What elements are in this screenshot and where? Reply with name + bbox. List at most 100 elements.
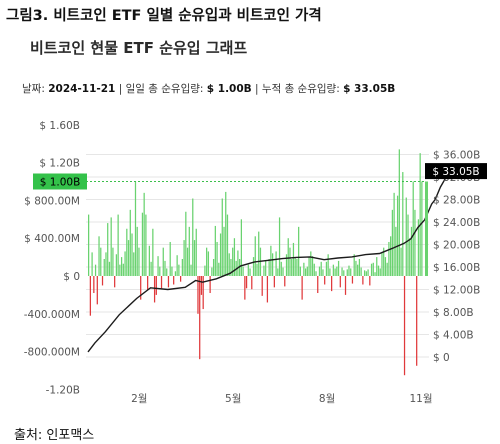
inflow-bar (409, 238, 411, 276)
inflow-bar (334, 268, 336, 276)
left-axis-ticks: $ 1.60B $ 1.20B $ 800.00M $ 400.00M $ 0 -400.… (24, 120, 80, 397)
inflow-bar (162, 247, 164, 276)
inflow-bar (207, 251, 210, 276)
daily-flow-bars (88, 149, 423, 376)
cumulative-flow-value: $ 33.05B (343, 83, 396, 95)
inflow-bar (211, 267, 213, 276)
right-tick-label: $ 24.00B (433, 217, 480, 229)
inflow-bar (412, 181, 414, 276)
inflow-bar (107, 223, 109, 276)
x-tick-label: 8월 (319, 393, 335, 405)
inflow-bar (124, 251, 126, 276)
outflow-bar (153, 276, 156, 303)
left-tick-label: -1.20B (46, 384, 80, 396)
value-badges: $ 1.00B $ 33.05B (33, 163, 487, 276)
inflow-bar (299, 266, 302, 276)
inflow-bar (265, 260, 267, 276)
inflow-bar (218, 262, 220, 276)
inflow-bar (254, 236, 256, 276)
x-tick-label: 5월 (225, 393, 241, 405)
right-tick-label: $ 16.00B (433, 262, 480, 274)
inflow-bar (332, 264, 334, 276)
left-tick-label: $ 1.60B (39, 120, 80, 132)
right-tick-label: $ 8.00B (433, 307, 474, 319)
cumulative-flow-label: 누적 총 순유입량: (261, 83, 340, 95)
outflow-bar (403, 276, 406, 376)
inflow-bar (164, 260, 166, 276)
inflow-bar (268, 258, 270, 276)
inflow-bar (174, 271, 177, 276)
inflow-bar (391, 209, 394, 276)
inflow-bar (417, 219, 420, 276)
inflow-bar (421, 181, 423, 276)
inflow-bar (214, 225, 216, 276)
separator: | (118, 83, 123, 95)
inflow-bar (195, 228, 197, 276)
cumulative-flow-line (87, 170, 450, 353)
outflow-bar (244, 276, 246, 300)
outflow-bar (114, 276, 116, 288)
outflow-bar (202, 276, 204, 310)
inflow-bar (304, 268, 307, 276)
outflow-bar (266, 276, 269, 303)
inflow-bar (232, 247, 234, 276)
inflow-bar (138, 247, 140, 276)
inflow-bar (395, 226, 397, 276)
outflow-bar (155, 276, 157, 295)
inflow-bar (110, 217, 112, 276)
inflow-bar (131, 233, 133, 276)
inflow-bar (230, 258, 232, 276)
inflow-bar (134, 181, 137, 276)
inflow-bar (159, 266, 161, 276)
inflow-bar (204, 265, 206, 276)
inflow-bar (303, 262, 305, 276)
inflow-bar (374, 272, 376, 276)
inflow-bar (384, 257, 387, 276)
inflow-bar (320, 261, 322, 276)
left-tick-label: $ 400.00M (24, 233, 80, 245)
inflow-bar (407, 214, 409, 276)
inflow-bar (311, 256, 314, 276)
inflow-bar (275, 251, 277, 276)
inflow-bar (383, 247, 385, 276)
inflow-bar (127, 240, 130, 276)
outflow-bar (93, 276, 95, 294)
left-tick-label: -400.000M (24, 309, 80, 321)
inflow-bar (119, 264, 121, 276)
inflow-bar (278, 217, 281, 276)
inflow-bar (145, 214, 147, 276)
outflow-bar (101, 276, 104, 286)
inflow-bar (322, 269, 324, 276)
inflow-bar (91, 252, 93, 277)
inflow-bar (357, 264, 359, 276)
outflow-bar (245, 276, 248, 289)
right-axis-ticks: $ 36.00B$ 32.00B$ 28.00B$ 24.00B$ 20.00B… (433, 150, 480, 365)
inflow-bar (313, 263, 315, 276)
outflow-bar (324, 276, 326, 285)
chart-title: 비트코인 현물 ETF 순유입 그래프 (30, 39, 248, 57)
inflow-bar (171, 266, 173, 276)
inflow-bar (291, 258, 293, 276)
inflow-bar (398, 149, 400, 276)
inflow-bar (370, 263, 373, 276)
inflow-bar (242, 266, 244, 276)
outflow-bar (173, 276, 175, 285)
inflow-bar (240, 219, 242, 276)
date-value: 2024-11-21 (48, 83, 116, 95)
inflow-bar (263, 265, 265, 276)
inflow-bar (226, 214, 229, 276)
inflow-bar (122, 263, 124, 276)
inflow-bar (103, 258, 105, 276)
outflow-bar (331, 276, 333, 292)
inflow-bar (94, 264, 97, 276)
left-tick-label: $ 1.20B (39, 158, 80, 170)
outflow-bar (273, 276, 275, 288)
inflow-bar (181, 258, 183, 276)
daily-flow-value: $ 1.00B (206, 83, 252, 95)
inflow-bar (150, 261, 152, 276)
inflow-bar (216, 241, 218, 276)
tooltip-info-line: 날짜: 2024-11-21 | 일일 총 순유입량: $ 1.00B | 누적… (22, 81, 395, 96)
outflow-bar (351, 276, 354, 284)
source-note: 출처: 인포맥스 (14, 428, 95, 443)
grid (86, 154, 429, 358)
